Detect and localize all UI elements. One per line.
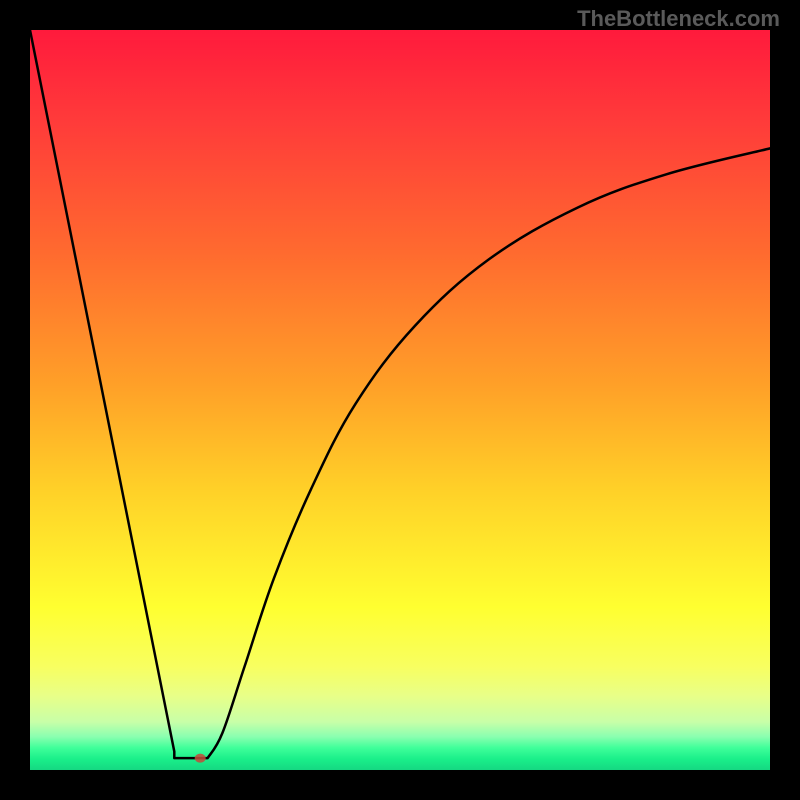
chart-stage: TheBottleneck.com	[0, 0, 800, 800]
watermark-text: TheBottleneck.com	[577, 6, 780, 32]
frame-right	[770, 0, 800, 800]
bottleneck-chart	[30, 30, 770, 770]
frame-left	[0, 0, 30, 800]
gradient-background	[30, 30, 770, 770]
frame-bottom	[0, 770, 800, 800]
optimal-point-marker	[195, 754, 206, 763]
